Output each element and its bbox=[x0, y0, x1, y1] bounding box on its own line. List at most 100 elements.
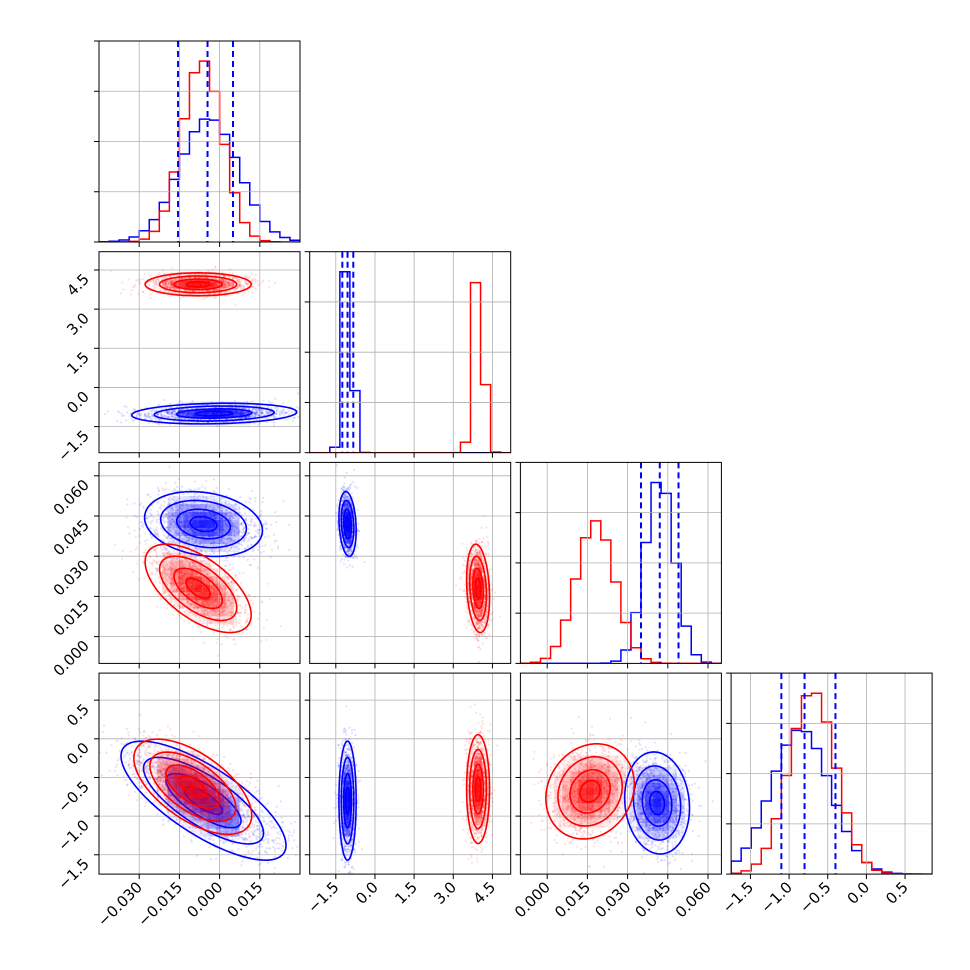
sample-point bbox=[260, 409, 263, 412]
sample-point bbox=[274, 281, 277, 285]
sample-point bbox=[240, 407, 243, 410]
sample-point bbox=[215, 295, 218, 298]
marginal-panel-3-frame bbox=[730, 672, 933, 875]
sample-point bbox=[156, 412, 159, 416]
sample-point bbox=[169, 410, 172, 413]
sample-point bbox=[170, 282, 173, 285]
sample-point bbox=[221, 626, 224, 629]
sample-point bbox=[170, 412, 173, 415]
sample-point bbox=[223, 536, 226, 540]
sample-point bbox=[164, 512, 167, 516]
sample-point bbox=[176, 557, 179, 560]
sample-point bbox=[139, 278, 142, 281]
sample-point bbox=[246, 532, 249, 535]
sample-point bbox=[170, 285, 173, 288]
sample-point bbox=[261, 409, 265, 412]
sample-point bbox=[222, 280, 225, 283]
sample-point bbox=[228, 283, 231, 286]
sample-point bbox=[165, 286, 168, 289]
sample-point bbox=[169, 402, 172, 405]
sample-point bbox=[125, 516, 128, 519]
sample-point bbox=[220, 278, 223, 281]
sample-point bbox=[157, 490, 161, 493]
sample-point bbox=[258, 528, 262, 531]
sample-point bbox=[239, 284, 242, 287]
y-tick-label: 0.030 bbox=[50, 556, 93, 599]
sample-point bbox=[148, 413, 151, 416]
sample-point bbox=[261, 417, 265, 420]
sample-point bbox=[223, 275, 226, 278]
sample-point bbox=[236, 523, 239, 526]
sample-point bbox=[166, 412, 170, 415]
sample-point bbox=[239, 522, 242, 525]
sample-point bbox=[164, 285, 167, 289]
sample-point bbox=[277, 545, 280, 548]
sample-point bbox=[279, 414, 282, 417]
sample-point bbox=[164, 283, 168, 286]
sample-point bbox=[252, 415, 255, 418]
sample-point bbox=[238, 278, 241, 281]
sample-point bbox=[254, 535, 257, 538]
sample-point bbox=[213, 288, 216, 292]
sample-point bbox=[152, 284, 155, 288]
sample-point bbox=[221, 518, 224, 521]
sample-point bbox=[246, 282, 250, 285]
sample-point bbox=[132, 408, 135, 411]
sample-point bbox=[226, 283, 229, 286]
sample-point bbox=[273, 540, 276, 543]
sample-point bbox=[128, 532, 131, 535]
sample-point bbox=[170, 410, 174, 413]
sample-point bbox=[171, 285, 175, 288]
sample-point bbox=[238, 284, 241, 287]
sample-point bbox=[170, 281, 173, 285]
sample-point bbox=[169, 275, 172, 278]
sample-point bbox=[159, 412, 162, 416]
sample-point bbox=[177, 507, 180, 511]
sample-point bbox=[248, 538, 251, 541]
sample-point bbox=[329, 405, 331, 407]
sample-point bbox=[171, 415, 174, 418]
sample-point bbox=[256, 532, 259, 535]
sample-point bbox=[149, 297, 152, 300]
sample-point bbox=[129, 412, 132, 415]
sample-point bbox=[260, 412, 263, 415]
sample-point bbox=[261, 412, 265, 415]
sample-point bbox=[236, 279, 239, 282]
sample-point bbox=[150, 415, 153, 418]
sample-point bbox=[186, 539, 189, 542]
sample-point bbox=[223, 280, 226, 283]
sample-point bbox=[196, 487, 199, 491]
sample-point bbox=[255, 410, 259, 413]
sample-point bbox=[180, 277, 183, 280]
contour-red bbox=[158, 275, 238, 294]
sample-point bbox=[245, 282, 249, 285]
y-tick-label: 4.5 bbox=[63, 270, 93, 300]
sample-point bbox=[228, 268, 231, 271]
sample-point bbox=[232, 277, 235, 280]
sample-point bbox=[279, 410, 282, 413]
sample-point bbox=[181, 548, 184, 551]
sample-point bbox=[205, 480, 208, 483]
sample-point bbox=[236, 287, 239, 290]
sample-point bbox=[260, 411, 263, 415]
sample-point bbox=[188, 289, 191, 292]
sample-point bbox=[126, 411, 129, 414]
sample-point bbox=[237, 417, 240, 420]
sample-point bbox=[220, 278, 224, 282]
sample-point bbox=[167, 528, 170, 531]
sample-point bbox=[147, 413, 150, 417]
sample-point bbox=[258, 282, 262, 285]
sample-point bbox=[225, 281, 229, 284]
sample-point bbox=[181, 277, 185, 280]
sample-point bbox=[249, 497, 253, 501]
sample-point bbox=[158, 506, 161, 509]
sample-point bbox=[220, 518, 223, 521]
sample-point bbox=[213, 277, 217, 280]
sample-point bbox=[191, 290, 194, 293]
sample-point bbox=[157, 533, 160, 537]
sample-point bbox=[146, 516, 149, 520]
sample-point bbox=[272, 533, 275, 536]
sample-point bbox=[166, 285, 169, 288]
sample-point bbox=[148, 283, 151, 286]
sample-point bbox=[166, 411, 169, 415]
